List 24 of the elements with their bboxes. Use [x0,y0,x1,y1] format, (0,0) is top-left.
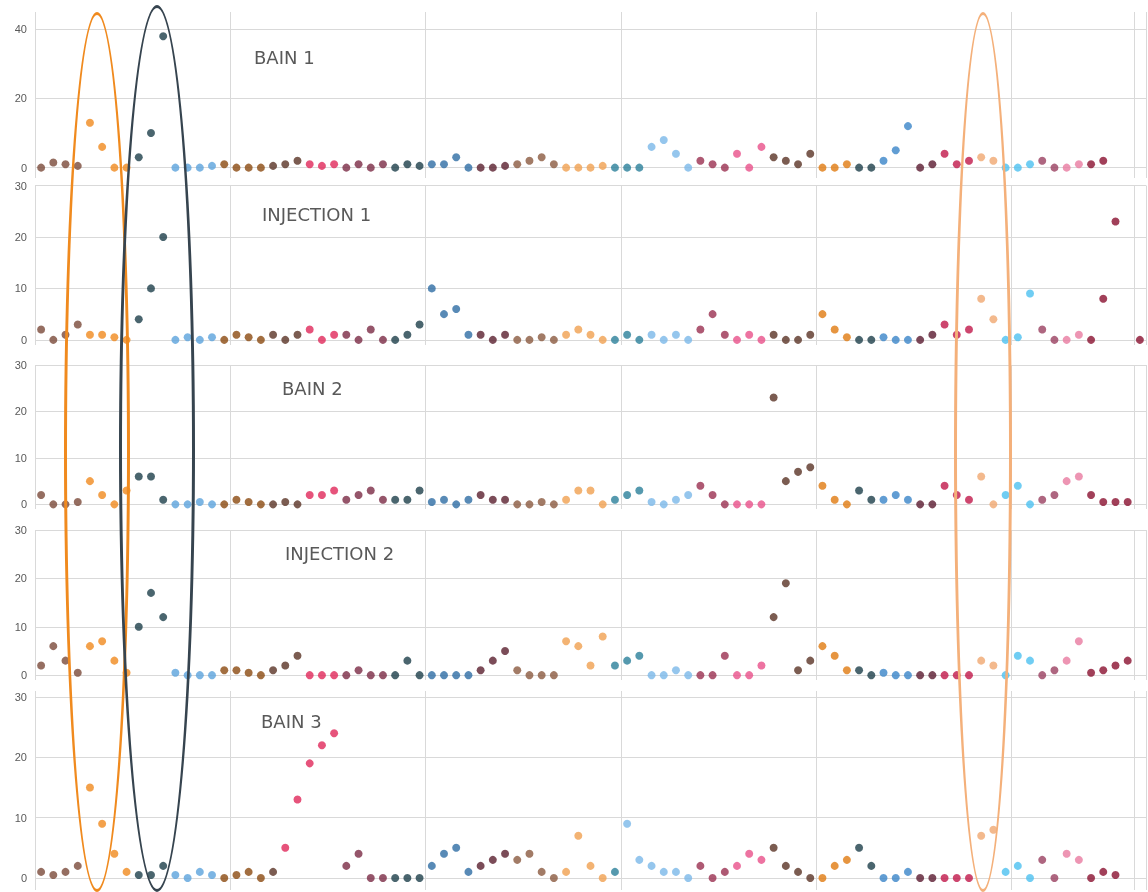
y-tick-label: 30 [14,691,27,704]
y-tick-label: 30 [14,524,27,536]
y-tick-label: 10 [14,451,27,464]
y-tick-label: 20 [14,405,27,418]
y-tick-label: 30 [14,179,27,192]
y-tick-label: 0 [20,161,27,174]
y-tick-label: 0 [20,333,27,346]
y-tick-label: 40 [14,23,27,36]
text: INJECTION 2 [285,542,395,564]
y-tick-label: 10 [14,811,27,824]
y-tick-label: 20 [14,751,27,764]
text: INJECTION 1 [262,203,372,225]
y-tick-label: 0 [20,669,27,682]
y-tick-label: 20 [14,572,27,585]
y-tick-label: 20 [14,230,27,243]
text: BAIN 2 [282,377,343,399]
y-tick-label: 10 [14,620,27,633]
y-tick-label: 30 [14,359,27,371]
y-tick-label: 0 [20,871,27,884]
y-tick-label: 20 [14,92,27,105]
text: BAIN 3 [261,710,322,732]
text: BAIN 1 [254,46,315,68]
y-tick-label: 0 [20,498,27,511]
y-tick-label: 10 [14,282,27,295]
